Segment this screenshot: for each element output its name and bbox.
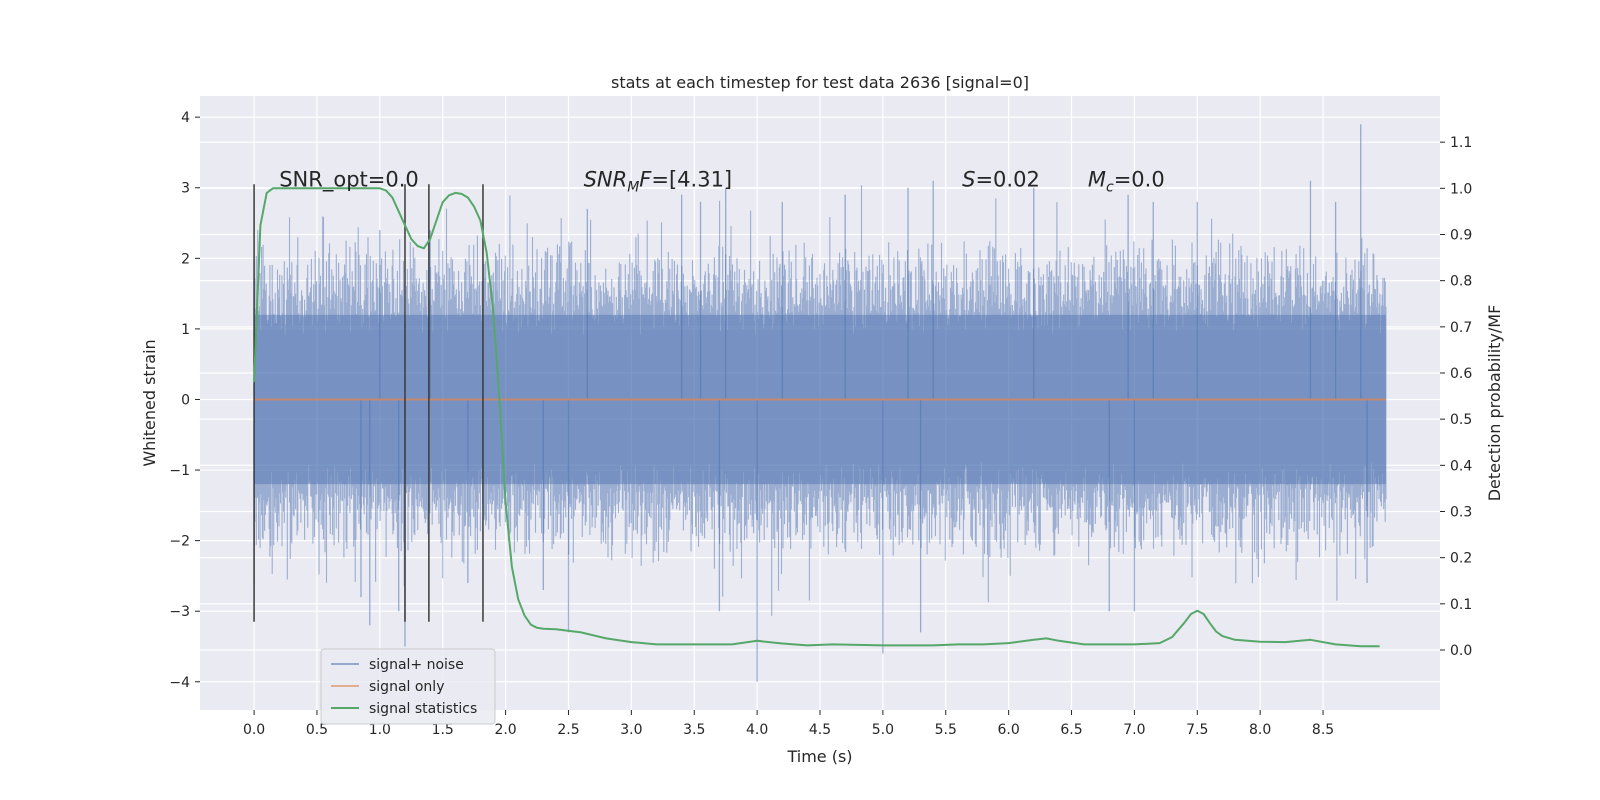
annotation-s: S=0.02: [962, 167, 1040, 191]
x-tick-label: 6.0: [998, 722, 1020, 738]
y-tick-label: 0: [181, 392, 190, 408]
signal-statistics-line: [253, 187, 1380, 648]
legend-label-signal-noise: signal+ noise: [369, 657, 464, 673]
x-tick-label: 2.0: [494, 722, 516, 738]
legend-box: [320, 648, 496, 725]
x-tick-label: 6.5: [1060, 722, 1082, 738]
legend-label-signal-statistics: signal statistics: [369, 701, 477, 717]
y-tick-label: 2: [181, 251, 190, 267]
y2-tick-label: 0.9: [1450, 227, 1472, 243]
y2-tick-label: 0.7: [1450, 320, 1472, 336]
x-tick-label: 7.5: [1186, 722, 1208, 738]
annotation-mc: Mc=0.0: [1088, 167, 1165, 195]
y-tick-label: 4: [181, 110, 190, 126]
x-axis-label: Time (s): [786, 747, 852, 766]
x-tick-label: 3.5: [683, 722, 705, 738]
y2-tick-label: 1.0: [1450, 181, 1472, 197]
x-tick-label: 1.5: [432, 722, 454, 738]
y-tick-label: −1: [169, 463, 190, 479]
x-tick-label: 3.0: [620, 722, 642, 738]
x-tick-label: 5.0: [872, 722, 894, 738]
y2-tick-label: 1.1: [1450, 135, 1472, 151]
y2-tick-label: 0.3: [1450, 504, 1472, 520]
y-tick-label: −4: [169, 675, 190, 691]
x-tick-label: 0.5: [306, 722, 328, 738]
y2-tick-label: 0.5: [1450, 412, 1472, 428]
y2-axis-ticks: 1.1 1.0 0.9 0.8 0.7 0.6 0.5 0.4 0.3 0.2 0.1 0.0: [1440, 135, 1472, 659]
legend: signal+ noise signal only signal statist…: [320, 648, 496, 725]
x-tick-label: 8.0: [1249, 722, 1271, 738]
x-tick-label: 2.5: [557, 722, 579, 738]
x-tick-label: 5.5: [935, 722, 957, 738]
y2-tick-label: 0.1: [1450, 597, 1472, 613]
x-tick-label: 0.0: [243, 722, 265, 738]
signal-statistics-series: [253, 187, 1380, 648]
y2-tick-label: 0.8: [1450, 274, 1472, 290]
y-tick-label: −2: [169, 534, 190, 550]
y-tick-label: −3: [169, 604, 190, 620]
legend-label-signal-only: signal only: [369, 679, 444, 695]
y-tick-label: 3: [181, 181, 190, 197]
y2-tick-label: 0.0: [1450, 643, 1472, 659]
x-tick-label: 4.5: [809, 722, 831, 738]
x-tick-label: 1.0: [369, 722, 391, 738]
y-axis-label: Whitened strain: [140, 339, 159, 466]
annotations: SNR_opt=0.0 SNRMF=[4.31] S=0.02 Mc=0.0: [279, 167, 1164, 195]
marker-lines: [253, 184, 484, 622]
annotation-snr-mf: SNRMF=[4.31]: [584, 167, 733, 195]
x-axis-ticks: 0.0 0.5 1.0 1.5 2.0 2.5 3.0 3.5 4.0 4.5 5.0 5.5 6.0 6…: [243, 710, 1334, 738]
annotation-snr-opt: SNR_opt=0.0: [279, 167, 419, 192]
x-tick-label: 7.0: [1123, 722, 1145, 738]
y2-axis-label: Detection probability/MF: [1485, 305, 1504, 502]
y2-tick-label: 0.6: [1450, 366, 1472, 382]
y2-tick-label: 0.2: [1450, 551, 1472, 567]
y-tick-label: 1: [181, 322, 190, 338]
x-tick-label: 4.0: [746, 722, 768, 738]
y2-tick-label: 0.4: [1450, 458, 1472, 474]
y-axis-ticks: 4 3 2 1 0 −1 −2 −3 −4: [169, 110, 200, 691]
chart-title: stats at each timestep for test data 263…: [611, 73, 1029, 92]
x-tick-label: 8.5: [1312, 722, 1334, 738]
